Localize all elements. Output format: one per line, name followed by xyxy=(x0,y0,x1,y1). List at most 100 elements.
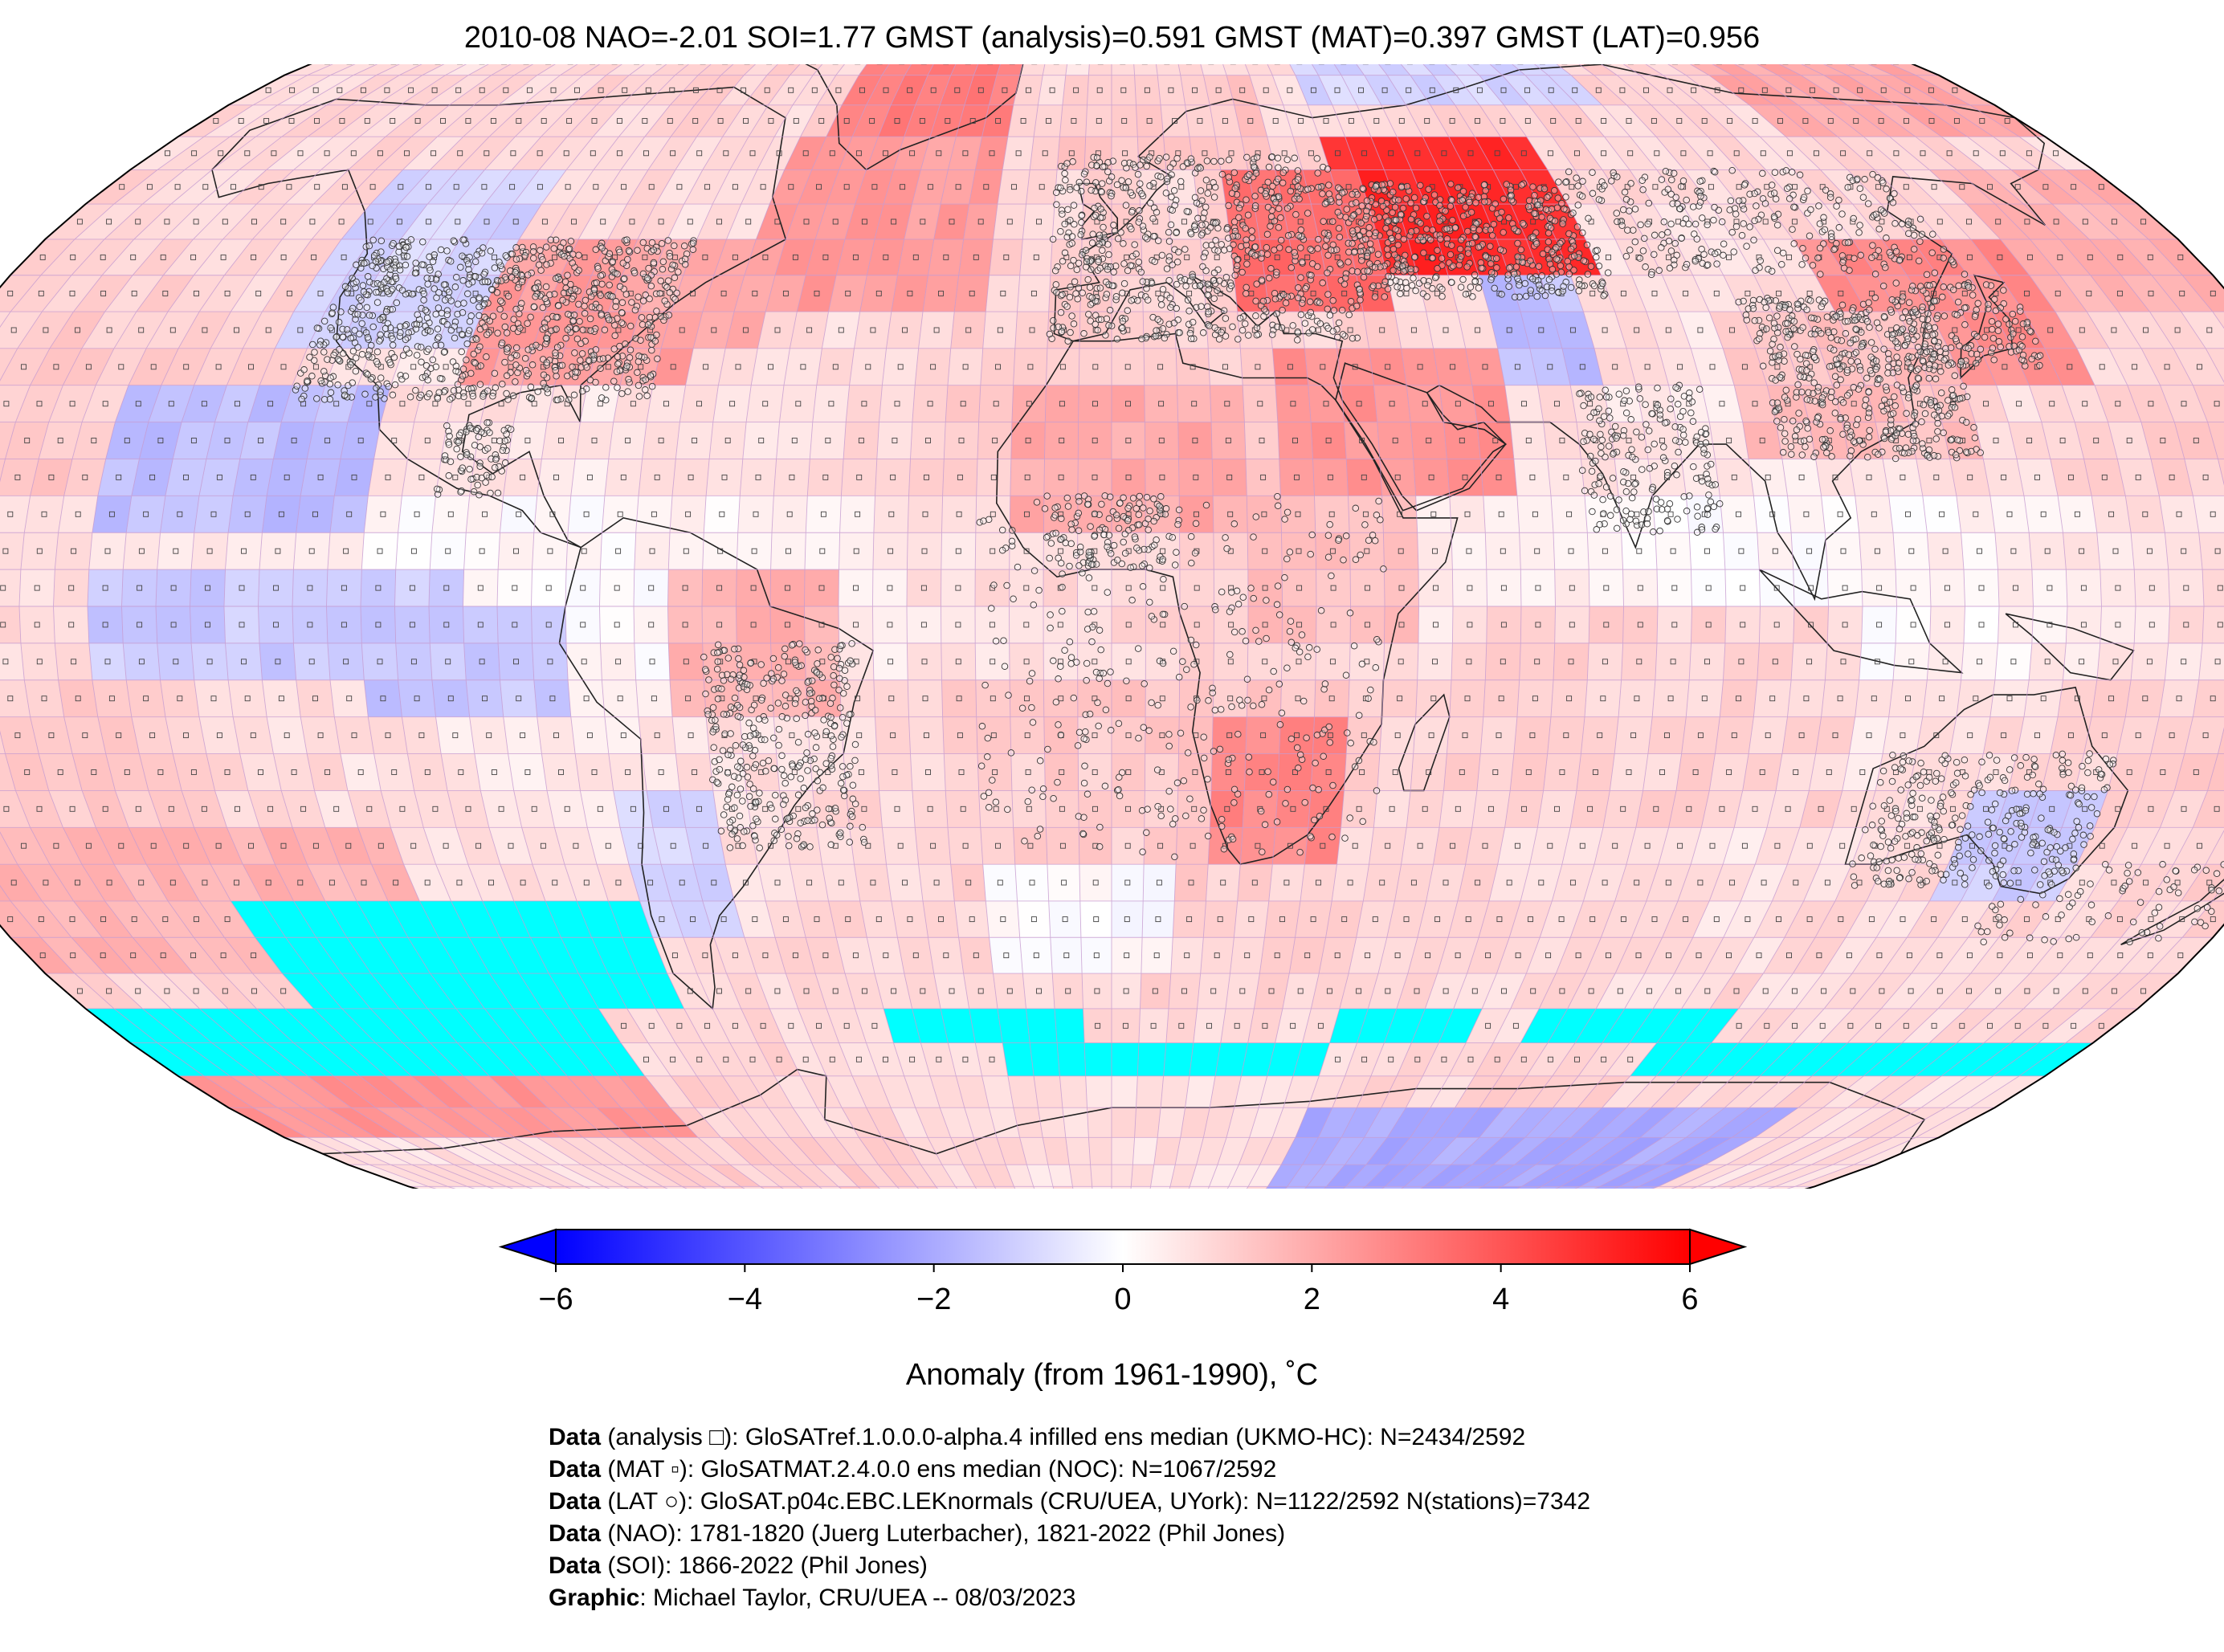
analysis-marker xyxy=(749,1056,756,1063)
anomaly-cell xyxy=(1681,973,1734,1009)
anomaly-cell xyxy=(1949,716,1990,754)
anomaly-cell xyxy=(671,104,720,137)
anomaly-cell xyxy=(775,937,816,973)
anomaly-cell xyxy=(42,275,103,312)
anomaly-cell xyxy=(463,104,523,137)
anomaly-cell xyxy=(1655,642,1691,680)
anomaly-cell xyxy=(1663,75,1725,105)
anomaly-cell xyxy=(569,169,622,205)
anomaly-cell xyxy=(1614,716,1653,754)
anomaly-cell xyxy=(1471,385,1511,422)
anomaly-cell xyxy=(85,169,158,205)
anomaly-cell xyxy=(607,204,656,239)
anomaly-cell xyxy=(886,312,923,349)
anomaly-cell xyxy=(10,275,72,312)
anomaly-cell xyxy=(63,716,106,754)
anomaly-cell xyxy=(1870,75,1946,105)
anomaly-cell xyxy=(772,496,808,533)
anomaly-cell xyxy=(1827,569,1863,606)
anomaly-cell xyxy=(866,1107,905,1138)
analysis-marker xyxy=(1903,1022,1909,1029)
anomaly-cell xyxy=(1174,864,1209,901)
anomaly-cell xyxy=(1002,137,1034,170)
anomaly-cell xyxy=(1289,937,1326,973)
no-data-cell xyxy=(113,1008,185,1043)
anomaly-cell xyxy=(613,385,653,422)
anomaly-cell xyxy=(874,973,912,1009)
lat-station-marker xyxy=(671,242,678,250)
anomaly-cell xyxy=(806,937,845,973)
anomaly-cell xyxy=(1140,204,1171,239)
anomaly-cell xyxy=(1708,137,1766,170)
anomaly-cell xyxy=(1413,459,1450,496)
no-data-cell xyxy=(402,1042,463,1076)
no-data-cell xyxy=(370,1008,431,1043)
anomaly-cell xyxy=(757,312,798,349)
anomaly-cell xyxy=(1174,312,1209,349)
no-data-cell xyxy=(341,973,399,1009)
anomaly-cell xyxy=(679,385,719,422)
anomaly-cell xyxy=(433,1165,507,1187)
anomaly-cell xyxy=(1240,348,1275,385)
anomaly-cell xyxy=(2096,532,2135,570)
anomaly-cell xyxy=(1112,900,1144,938)
anomaly-cell xyxy=(104,973,171,1009)
no-data-cell xyxy=(427,1008,485,1043)
anomaly-cell xyxy=(1594,348,1636,385)
anomaly-cell xyxy=(1275,1008,1312,1043)
anomaly-cell xyxy=(1644,937,1693,973)
anomaly-cell xyxy=(454,1165,526,1187)
anomaly-cell xyxy=(719,75,767,105)
anomaly-cell xyxy=(1642,1137,1709,1165)
anomaly-cell xyxy=(1984,1008,2053,1043)
anomaly-cell xyxy=(904,973,941,1009)
anomaly-cell xyxy=(793,1107,836,1138)
anomaly-cell xyxy=(1602,1075,1656,1108)
anomaly-cell xyxy=(1486,569,1521,606)
eurasia-coastline xyxy=(1053,64,2046,602)
anomaly-cell xyxy=(340,753,382,791)
anomaly-cell xyxy=(1738,204,1793,239)
anomaly-cell xyxy=(500,864,545,901)
anomaly-cell xyxy=(975,532,1010,570)
anomaly-cell xyxy=(839,569,873,606)
anomaly-cell xyxy=(842,75,882,105)
anomaly-cell xyxy=(2207,422,2224,459)
anomaly-cell xyxy=(1401,827,1439,865)
analysis-marker xyxy=(1601,1056,1607,1063)
anomaly-cell xyxy=(1961,864,2013,901)
anomaly-cell xyxy=(1896,606,1931,643)
anomaly-cell xyxy=(1083,1008,1112,1043)
anomaly-cell xyxy=(1504,104,1553,137)
anomaly-cell xyxy=(1875,1008,1939,1043)
anomaly-cell xyxy=(1169,973,1201,1009)
anomaly-cell xyxy=(228,679,267,717)
anomaly-cell xyxy=(1620,64,1687,75)
anomaly-cell xyxy=(2120,275,2181,312)
anomaly-cell xyxy=(402,137,463,170)
anomaly-cell xyxy=(1659,827,1702,865)
anomaly-cell xyxy=(1369,348,1407,385)
anomaly-cell xyxy=(368,716,408,754)
anomaly-cell xyxy=(912,385,948,422)
anomaly-cell xyxy=(1610,422,1648,459)
anomaly-cell xyxy=(976,716,1011,754)
anomaly-cell xyxy=(2012,827,2063,865)
anomaly-cell xyxy=(357,827,404,865)
anomaly-cell xyxy=(867,937,904,973)
anomaly-cell xyxy=(514,64,582,75)
anomaly-cell xyxy=(523,1107,583,1138)
anomaly-cell xyxy=(1686,679,1724,717)
anomaly-cell xyxy=(881,64,921,75)
lat-station-marker xyxy=(441,296,449,304)
anomaly-cell xyxy=(876,422,912,459)
anomaly-cell xyxy=(1720,496,1757,533)
lat-station-marker xyxy=(418,358,425,366)
anomaly-cell xyxy=(1077,496,1112,533)
anomaly-cell xyxy=(73,275,133,312)
no-data-cell xyxy=(316,937,371,973)
anomaly-cell xyxy=(1315,642,1351,680)
anomaly-cell xyxy=(469,716,508,754)
anomaly-cell xyxy=(920,1165,956,1187)
anomaly-cell xyxy=(2017,459,2059,496)
